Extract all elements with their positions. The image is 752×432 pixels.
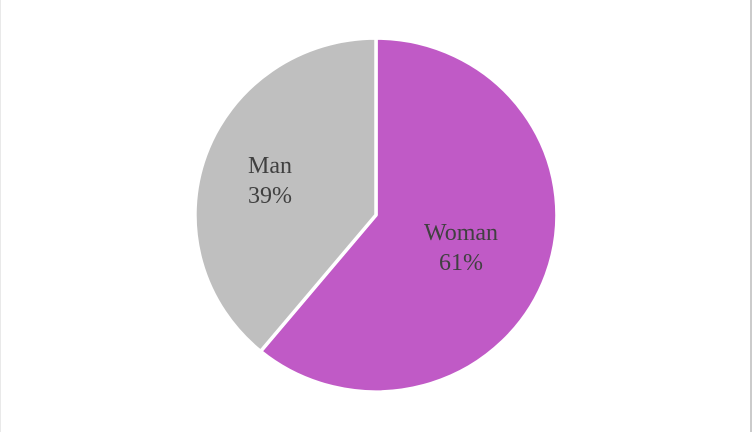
pie-label-woman: Woman 61% (424, 220, 498, 276)
pie-slice-woman[interactable] (258, 36, 559, 394)
page-left-edge (0, 0, 1, 432)
pie-slice-man[interactable] (193, 36, 378, 354)
page-right-edge (750, 0, 752, 432)
pie-label-man: Man 39% (248, 153, 292, 209)
